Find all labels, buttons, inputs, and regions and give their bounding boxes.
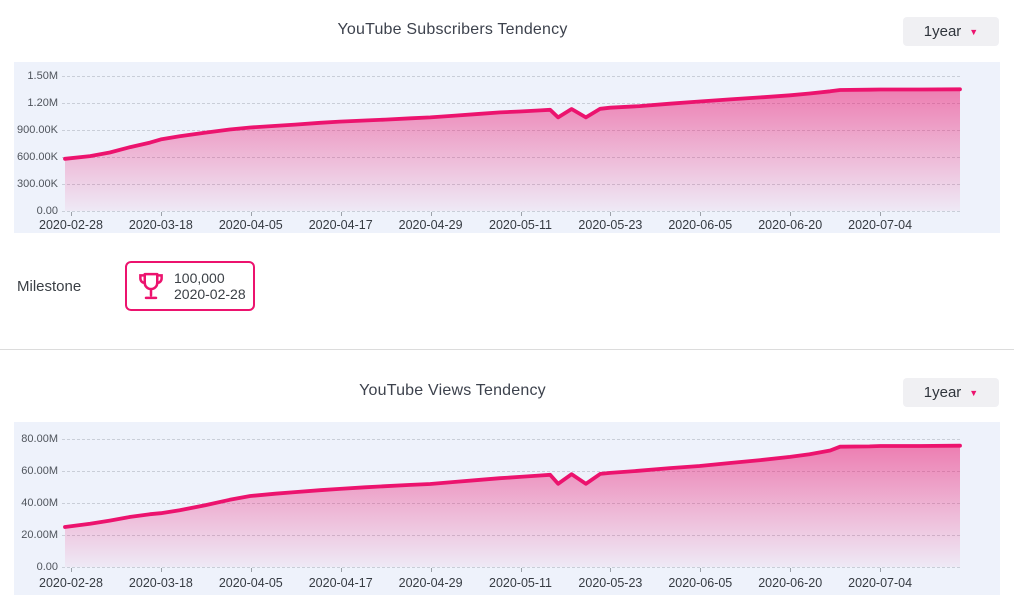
x-axis-tickmark [71,212,72,216]
subscribers-chart-title: YouTube Subscribers Tendency [337,21,568,38]
trophy-icon [139,272,163,300]
views-range-dropdown[interactable]: 1year ▼ [903,378,999,407]
milestone-text: 100,000 2020-02-28 [174,270,246,302]
gridline [62,567,960,568]
x-axis-tick-label: 2020-04-17 [308,576,373,590]
x-axis-tick-label: 2020-04-29 [398,218,463,232]
x-axis-tick-label: 2020-04-05 [218,576,283,590]
x-axis-tick-label: 2020-05-23 [578,576,643,590]
x-axis-tick-label: 2020-04-05 [218,218,283,232]
x-axis-tick-label: 2020-04-17 [308,218,373,232]
subscribers-chart-panel: 1.50M 1.20M 900.00K 600.00K 300.00K 0.00 2020-… [14,62,1000,233]
x-axis-tick-label: 2020-02-28 [39,218,103,232]
x-axis-tick-label: 2020-06-20 [758,576,823,590]
caret-down-icon: ▼ [969,27,979,37]
x-axis-tickmark [340,212,342,216]
x-axis-tickmark [610,212,612,216]
x-axis-tickmark [430,568,432,572]
views-area-fill [65,445,960,567]
x-axis-tick-label: 2020-05-23 [578,218,643,232]
views-chart-title: YouTube Views Tendency [359,382,546,399]
x-axis-tickmark [71,568,72,572]
gridline [62,439,960,440]
section-divider [0,349,1014,350]
gridline [62,211,960,212]
milestone-card[interactable]: 100,000 2020-02-28 [125,261,255,311]
y-axis-tick-label: 80.00M [21,433,58,445]
views-trend-line [63,443,962,529]
x-axis-tick-label: 2020-03-18 [128,218,193,232]
x-axis-tickmark [700,212,702,216]
subscribers-area-fill [65,89,960,211]
y-axis-tick-label: 900.00K [17,124,58,136]
milestone-label: Milestone [17,278,82,295]
y-axis-tick-label: 20.00M [21,529,58,541]
caret-down-icon: ▼ [969,388,979,398]
x-axis-tick-label: 2020-02-28 [39,576,103,590]
x-axis-tickmark [160,212,162,216]
x-axis-tick-label: 2020-07-04 [848,576,913,590]
gridline [62,471,960,472]
x-axis-tick-label: 2020-06-05 [668,576,733,590]
x-axis-tickmark [520,568,522,572]
y-axis-tick-label: 60.00M [21,465,58,477]
milestone-date: 2020-02-28 [174,286,246,302]
y-axis-tick-label: 1.50M [27,70,58,82]
x-axis-tickmark [160,568,162,572]
y-axis-tick-label: 40.00M [21,497,58,509]
subscribers-trend-line [63,87,962,161]
x-axis-tickmark [880,568,882,572]
x-axis-tick-label: 2020-04-29 [398,576,463,590]
x-axis-tickmark [430,212,432,216]
y-axis-tick-label: 300.00K [17,178,58,190]
x-axis-tick-label: 2020-05-11 [488,218,553,232]
views-area-series[interactable] [63,422,962,569]
x-axis-tick-label: 2020-03-18 [128,576,193,590]
y-axis-tick-label: 600.00K [17,151,58,163]
x-axis-tickmark [610,568,612,572]
views-range-value: 1year [923,384,962,401]
x-axis-tickmark [340,568,342,572]
views-chart-panel: 80.00M 60.00M 40.00M 20.00M 0.00 2020-02-28 20… [14,422,1000,595]
y-axis-tick-label: 0.00 [36,561,58,573]
x-axis-tick-label: 2020-06-05 [668,218,733,232]
x-axis-tickmark [250,568,252,572]
subscribers-area-series[interactable] [63,62,962,213]
gridline [62,76,960,77]
x-axis-tick-label: 2020-06-20 [758,218,823,232]
x-axis-tickmark [700,568,702,572]
x-axis-tickmark [790,568,792,572]
y-axis-tick-label: 1.20M [27,97,58,109]
x-axis-tick-label: 2020-05-11 [488,576,553,590]
x-axis-tick-label: 2020-07-04 [848,218,913,232]
subscribers-range-dropdown[interactable]: 1year ▼ [903,17,999,46]
x-axis-tickmark [790,212,792,216]
x-axis-tickmark [250,212,252,216]
x-axis-tickmark [520,212,522,216]
subscribers-range-value: 1year [923,23,962,40]
y-axis-tick-label: 0.00 [36,205,58,217]
x-axis-tickmark [880,212,882,216]
milestone-value: 100,000 [174,270,225,286]
gridline [62,103,960,104]
